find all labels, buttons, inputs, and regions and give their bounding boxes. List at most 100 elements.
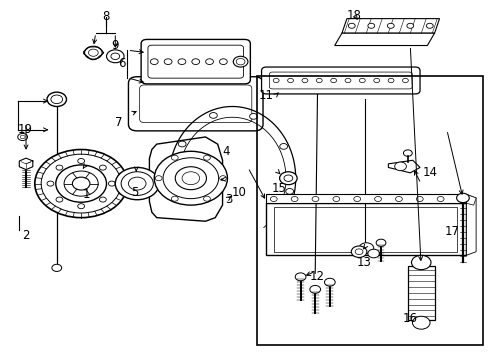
Text: 5: 5 — [131, 186, 138, 199]
Text: 6: 6 — [118, 57, 125, 70]
Circle shape — [457, 197, 464, 202]
Circle shape — [316, 78, 322, 83]
Circle shape — [154, 151, 227, 205]
Circle shape — [219, 59, 227, 64]
Circle shape — [350, 246, 366, 257]
Circle shape — [164, 59, 172, 64]
Circle shape — [403, 150, 411, 156]
Text: 8: 8 — [102, 10, 109, 23]
Circle shape — [233, 56, 247, 67]
Bar — [266, 194, 466, 203]
Text: 15: 15 — [271, 183, 285, 195]
Circle shape — [99, 197, 106, 202]
Circle shape — [412, 316, 429, 329]
Circle shape — [72, 177, 90, 190]
Circle shape — [367, 249, 379, 258]
Circle shape — [373, 78, 379, 83]
Polygon shape — [466, 194, 475, 255]
Circle shape — [411, 255, 430, 270]
Circle shape — [279, 172, 297, 185]
Circle shape — [386, 23, 393, 28]
Circle shape — [415, 197, 422, 202]
Circle shape — [175, 167, 206, 190]
Polygon shape — [341, 19, 439, 33]
Circle shape — [150, 59, 158, 64]
Text: 4: 4 — [222, 145, 229, 158]
Circle shape — [354, 249, 362, 255]
Circle shape — [106, 50, 124, 63]
Circle shape — [128, 177, 146, 190]
FancyBboxPatch shape — [128, 77, 263, 131]
Polygon shape — [19, 158, 33, 170]
Circle shape — [108, 181, 115, 186]
Circle shape — [191, 59, 199, 64]
Circle shape — [402, 78, 407, 83]
Circle shape — [203, 196, 210, 201]
Circle shape — [56, 165, 106, 202]
Circle shape — [51, 95, 62, 104]
Circle shape — [115, 167, 159, 200]
Circle shape — [302, 78, 307, 83]
Circle shape — [203, 155, 210, 160]
Text: 10: 10 — [232, 186, 246, 199]
Circle shape — [347, 23, 354, 28]
Circle shape — [99, 165, 106, 170]
Text: 17: 17 — [444, 225, 459, 238]
Circle shape — [436, 197, 443, 202]
Circle shape — [171, 196, 178, 201]
Circle shape — [426, 23, 432, 28]
Circle shape — [47, 181, 54, 186]
FancyBboxPatch shape — [261, 67, 419, 94]
Circle shape — [291, 197, 297, 202]
Text: 11: 11 — [259, 89, 273, 102]
Text: 13: 13 — [356, 256, 371, 269]
Text: 12: 12 — [309, 270, 325, 283]
Circle shape — [47, 92, 66, 107]
Circle shape — [219, 176, 226, 181]
Circle shape — [324, 278, 334, 286]
Circle shape — [88, 49, 98, 56]
Circle shape — [353, 197, 360, 202]
Circle shape — [295, 273, 305, 281]
Bar — [273, 207, 456, 252]
Circle shape — [155, 176, 162, 181]
Polygon shape — [266, 203, 466, 255]
Circle shape — [178, 141, 186, 147]
Circle shape — [18, 134, 27, 140]
Circle shape — [374, 197, 381, 202]
Circle shape — [358, 243, 373, 253]
Circle shape — [345, 78, 350, 83]
Circle shape — [270, 197, 277, 202]
Circle shape — [359, 78, 365, 83]
Circle shape — [367, 23, 374, 28]
Text: 18: 18 — [346, 9, 361, 22]
Circle shape — [375, 239, 385, 246]
Circle shape — [311, 197, 318, 202]
FancyBboxPatch shape — [141, 40, 250, 84]
Circle shape — [56, 165, 63, 170]
Circle shape — [279, 144, 287, 149]
Circle shape — [456, 193, 468, 203]
Text: 16: 16 — [402, 311, 417, 325]
Circle shape — [332, 197, 339, 202]
Circle shape — [78, 204, 84, 209]
Circle shape — [35, 149, 127, 218]
Circle shape — [20, 135, 25, 139]
Circle shape — [387, 78, 393, 83]
Circle shape — [287, 78, 293, 83]
Circle shape — [178, 59, 185, 64]
Bar — [256, 76, 483, 345]
Polygon shape — [149, 137, 222, 221]
Circle shape — [56, 197, 63, 202]
Circle shape — [273, 78, 279, 83]
Circle shape — [330, 78, 336, 83]
Circle shape — [209, 113, 217, 118]
Polygon shape — [387, 160, 419, 173]
Text: 3: 3 — [224, 193, 232, 206]
Text: 14: 14 — [422, 166, 437, 179]
Polygon shape — [466, 194, 475, 205]
Circle shape — [84, 46, 102, 59]
Circle shape — [284, 175, 292, 181]
Text: 7: 7 — [115, 116, 122, 129]
Text: 19: 19 — [18, 123, 33, 136]
